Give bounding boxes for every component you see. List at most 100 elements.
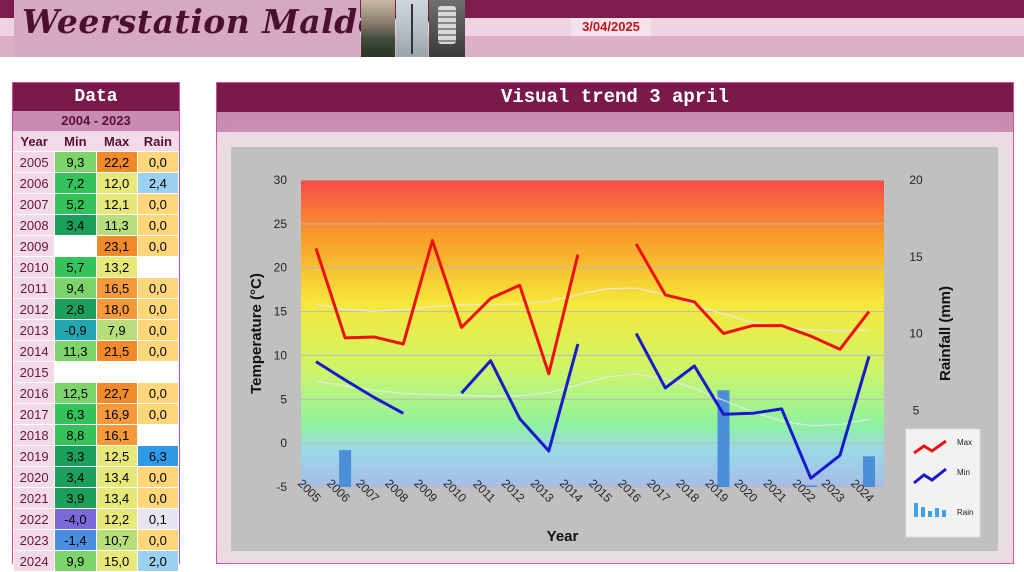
- max-cell: 12,2: [95, 508, 138, 530]
- legend-min-label: Min: [957, 468, 970, 477]
- table-row: 2010 5,7 13,2: [12, 256, 180, 278]
- max-cell: 7,9: [95, 319, 138, 341]
- max-cell: 12,0: [95, 172, 138, 194]
- table-row: 2012 2,8 18,0 0,0: [12, 298, 180, 320]
- min-cell: 5,2: [54, 193, 97, 215]
- rain-cell: 0,0: [136, 214, 180, 236]
- max-cell: 16,5: [95, 277, 138, 299]
- year-cell: 2024: [12, 550, 56, 572]
- sunset-photo: [361, 0, 395, 57]
- col-rain: Rain: [137, 131, 179, 152]
- logo-box: [14, 0, 360, 57]
- year-cell: 2014: [12, 340, 56, 362]
- max-cell: 23,1: [95, 235, 138, 257]
- y-tick-label: 20: [274, 261, 288, 275]
- min-cell: 8,8: [54, 424, 97, 446]
- trend-chart: -505101520253005101520200520062007200820…: [248, 173, 981, 545]
- table-row: 2016 12,5 22,7 0,0: [12, 382, 180, 404]
- max-cell: 16,1: [95, 424, 138, 446]
- current-date: 3/04/2025: [571, 18, 651, 36]
- legend-rain-swatch: [914, 503, 918, 517]
- year-cell: 2007: [12, 193, 56, 215]
- x-axis-label: Year: [547, 528, 579, 545]
- max-cell: 12,1: [95, 193, 138, 215]
- legend-rain-label: Rain: [957, 508, 973, 517]
- table-row: 2014 11,3 21,5 0,0: [12, 340, 180, 362]
- table-row: 2005 9,3 22,2 0,0: [12, 151, 180, 173]
- max-cell: 22,2: [95, 151, 138, 173]
- y2-axis-label: Rainfall (mm): [937, 286, 954, 381]
- legend-rain-swatch: [921, 507, 925, 517]
- legend-max-label: Max: [957, 438, 972, 447]
- rain-cell: 0,0: [136, 277, 180, 299]
- rain-cell: 0,0: [136, 151, 180, 173]
- rain-cell: 6,3: [136, 445, 180, 467]
- min-cell: 2,8: [54, 298, 97, 320]
- table-row: 2006 7,2 12,0 2,4: [12, 172, 180, 194]
- year-cell: 2021: [12, 487, 56, 509]
- table-row: 2011 9,4 16,5 0,0: [12, 277, 180, 299]
- chart-panel: Visual trend 3 april -505101520253005101…: [216, 82, 1014, 564]
- min-cell: 12,5: [54, 382, 97, 404]
- mast-photo: [396, 0, 428, 57]
- year-cell: 2023: [12, 529, 56, 551]
- year-cell: 2022: [12, 508, 56, 530]
- y2-tick-label: 10: [909, 327, 923, 341]
- data-table-header: Year Min Max Rain: [13, 131, 179, 152]
- max-cell: 22,7: [95, 382, 138, 404]
- plot-background: [301, 180, 884, 487]
- max-cell: 13,4: [95, 466, 138, 488]
- y2-tick-label: 5: [913, 403, 920, 417]
- table-row: 2019 3,3 12,5 6,3: [12, 445, 180, 467]
- chart-area: -505101520253005101520200520062007200820…: [231, 147, 998, 551]
- data-panel: Data 2004 - 2023 Year Min Max Rain 2005 9…: [12, 82, 180, 572]
- rain-cell: 0,0: [136, 529, 180, 551]
- col-min: Min: [54, 131, 96, 152]
- col-year: Year: [13, 131, 55, 152]
- min-series-line: [315, 332, 871, 480]
- year-cell: 2005: [12, 151, 56, 173]
- min-cell: -1,4: [54, 529, 97, 551]
- table-row: 2021 3,9 13,4 0,0: [12, 487, 180, 509]
- chart-panel-subbar: [217, 112, 1013, 132]
- y-tick-label: 30: [274, 173, 288, 187]
- min-cell: -0,9: [54, 319, 97, 341]
- max-cell: 21,5: [95, 340, 138, 362]
- rain-cell: 2,0: [136, 550, 180, 572]
- table-row: 2013 -0,9 7,9 0,0: [12, 319, 180, 341]
- rain-cell: 0,0: [136, 403, 180, 425]
- table-row: 2009 23,1 0,0: [12, 235, 180, 257]
- data-table: Year Min Max Rain 2005 9,3 22,2 0,0 2006 7,2 1…: [12, 131, 180, 572]
- rain-bar: [804, 485, 817, 487]
- max-cell: 11,3: [95, 214, 138, 236]
- y-tick-label: 15: [274, 305, 288, 319]
- table-row: 2018 8,8 16,1: [12, 424, 180, 446]
- min-cell: 9,9: [54, 550, 97, 572]
- year-cell: 2008: [12, 214, 56, 236]
- year-cell: 2012: [12, 298, 56, 320]
- legend-box: [905, 428, 981, 538]
- y-tick-label: -5: [276, 480, 287, 494]
- header-bar: Weerstation Malderen 3/04/2025: [0, 0, 1024, 57]
- rain-cell: [136, 256, 180, 278]
- min-cell: 6,3: [54, 403, 97, 425]
- legend-rain-swatch: [928, 511, 932, 517]
- max-cell: [95, 361, 138, 383]
- legend-min-swatch: [913, 467, 947, 485]
- y2-tick-label: 15: [909, 250, 923, 264]
- max-cell: 13,4: [95, 487, 138, 509]
- rain-cell: 0,0: [136, 298, 180, 320]
- min-cell: 11,3: [54, 340, 97, 362]
- rain-bar: [863, 456, 875, 487]
- data-panel-title: Data: [13, 83, 179, 111]
- max-cell: 18,0: [95, 298, 138, 320]
- weather-sensor-photo: [429, 0, 465, 57]
- rain-cell: 0,0: [136, 487, 180, 509]
- min-cell: 3,4: [54, 214, 97, 236]
- min-cell: [54, 235, 97, 257]
- min-cell: 5,7: [54, 256, 97, 278]
- year-cell: 2018: [12, 424, 56, 446]
- year-cell: 2013: [12, 319, 56, 341]
- y2-tick-label: 20: [909, 173, 923, 187]
- min-cell: 9,4: [54, 277, 97, 299]
